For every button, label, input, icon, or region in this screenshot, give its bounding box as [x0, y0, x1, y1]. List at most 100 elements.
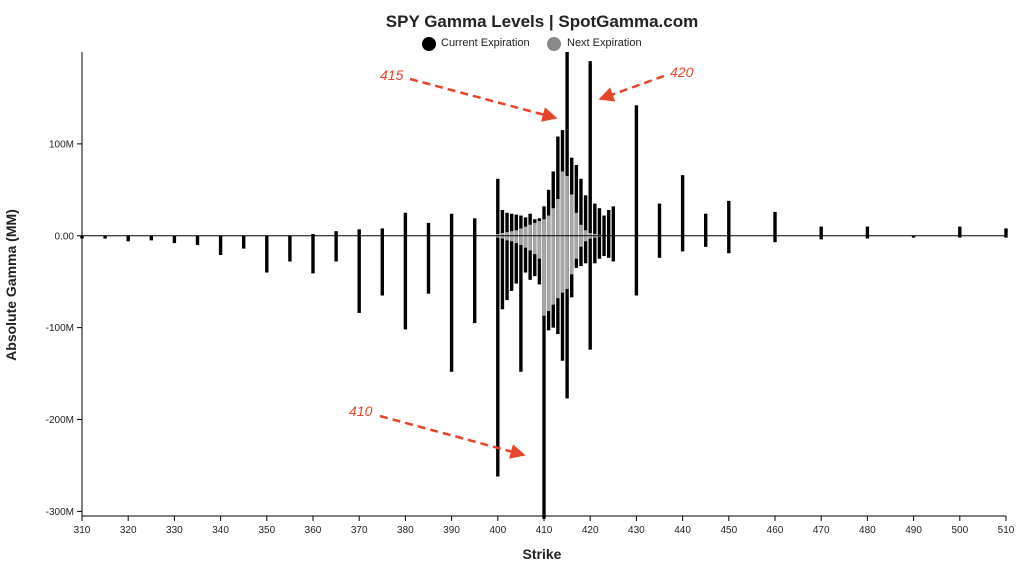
gamma-bar-negative: [80, 235, 84, 239]
gamma-bar-positive: [514, 214, 518, 236]
gamma-bar-negative: [523, 235, 528, 273]
gamma-bar-negative: [588, 235, 592, 350]
annotation-415-arrow: [409, 77, 558, 122]
gamma-bar-positive: [583, 195, 588, 236]
gamma-bar-positive: [773, 211, 777, 236]
gamma-bar-negative: [473, 235, 477, 324]
x-tick-label: 350: [258, 525, 275, 536]
gamma-bar-positive: [588, 61, 592, 236]
gamma-bar-positive: [593, 233, 597, 236]
gamma-bar-negative: [593, 235, 597, 238]
gamma-bar-negative: [403, 235, 408, 330]
annotation-410-arrow: [379, 414, 526, 459]
gamma-bar-positive: [519, 228, 523, 236]
gamma-bar-positive: [597, 208, 602, 236]
annotation-420-label: 420: [670, 64, 694, 80]
gamma-bar-positive: [583, 230, 588, 236]
gamma-bar-negative: [195, 235, 200, 245]
x-tick-label: 310: [74, 525, 91, 536]
chart-title: SPY Gamma Levels | SpotGamma.com: [386, 12, 698, 31]
gamma-bar-positive: [565, 52, 569, 236]
gamma-bar-positive: [473, 218, 477, 236]
gamma-bar-positive: [634, 105, 639, 236]
legend-current-label: Current Expiration: [441, 37, 530, 49]
gamma-bar-positive: [514, 230, 518, 236]
gamma-bar-negative: [449, 235, 454, 372]
gamma-bar-positive: [1004, 228, 1008, 236]
x-axis-title: Strike: [523, 546, 562, 562]
gamma-bar-negative: [565, 235, 569, 399]
gamma-bar-negative: [704, 235, 708, 247]
gamma-bar-negative: [357, 235, 361, 313]
gamma-bar-positive: [528, 224, 532, 236]
gamma-bar-positive: [523, 226, 528, 236]
gamma-bar-positive: [588, 233, 592, 236]
x-tick-label: 430: [628, 525, 645, 536]
gamma-bar-positive: [958, 226, 962, 236]
gamma-bar-negative: [634, 235, 639, 296]
annotation-410-label: 410: [349, 403, 373, 419]
y-tick-label: -200M: [46, 415, 74, 426]
gamma-bar-negative: [560, 235, 565, 293]
gamma-bar-positive: [579, 178, 583, 236]
gamma-bar-negative: [242, 235, 246, 249]
gamma-bar-negative: [588, 235, 592, 239]
annotation-420-arrow: [598, 74, 665, 102]
x-tick-label: 360: [305, 525, 322, 536]
gamma-bar-positive: [551, 208, 555, 236]
gamma-bar-negative: [597, 235, 602, 259]
gamma-bar-negative: [523, 235, 528, 248]
gamma-bar-negative: [958, 235, 962, 238]
gamma-bar-positive: [519, 215, 523, 236]
legend: Current Expiration Next Expiration: [422, 37, 642, 51]
gamma-bar-negative: [657, 235, 662, 258]
gamma-bar-negative: [579, 235, 583, 247]
gamma-bar-positive: [500, 210, 505, 236]
gamma-bar-positive: [542, 219, 546, 236]
x-tick-label: 330: [166, 525, 183, 536]
gamma-bar-positive: [865, 226, 870, 236]
gamma-bar-negative: [126, 235, 130, 242]
gamma-bar-negative: [514, 235, 518, 284]
gamma-bar-negative: [528, 235, 532, 280]
gamma-bar-negative: [574, 235, 579, 259]
gamma-bar-positive: [551, 171, 555, 236]
x-tick-label: 420: [582, 525, 599, 536]
gamma-bar-negative: [556, 235, 560, 299]
annotation-415-label: 415: [380, 67, 404, 83]
x-tick-label: 500: [951, 525, 968, 536]
gamma-bar-positive: [523, 217, 528, 236]
gamma-bar-positive: [533, 222, 537, 236]
gamma-bar-positive: [546, 189, 551, 236]
gamma-bar-negative: [149, 235, 153, 241]
x-tick-label: 490: [905, 525, 922, 536]
y-tick-label: 100M: [49, 139, 74, 150]
bars-next-expiration: [496, 171, 602, 316]
gamma-bar-negative: [602, 235, 606, 256]
gamma-bar-negative: [593, 235, 597, 264]
gamma-bar-negative: [606, 235, 611, 258]
gamma-bar-positive: [657, 203, 662, 236]
gamma-bar-positive: [500, 233, 505, 236]
legend-next-label: Next Expiration: [567, 37, 642, 49]
x-tick-label: 470: [813, 525, 830, 536]
gamma-bar-positive: [602, 215, 606, 236]
gamma-bar-positive: [509, 213, 514, 236]
x-tick-label: 410: [536, 525, 553, 536]
x-tick-label: 320: [120, 525, 137, 536]
x-tick-label: 390: [443, 525, 460, 536]
annotations: 415 420 410: [349, 64, 694, 459]
gamma-bar-positive: [579, 224, 583, 236]
gamma-bar-positive: [565, 176, 569, 236]
gamma-bar-positive: [560, 171, 565, 236]
x-tick-label: 400: [489, 525, 506, 536]
gamma-bar-negative: [514, 235, 518, 244]
gamma-bar-negative: [528, 235, 532, 251]
gamma-bar-negative: [500, 235, 505, 239]
gamma-bar-negative: [773, 235, 777, 243]
gamma-bar-negative: [579, 235, 583, 267]
gamma-bar-positive: [819, 226, 823, 236]
gamma-bar-negative: [819, 235, 823, 240]
gamma-bar-negative: [911, 235, 916, 238]
